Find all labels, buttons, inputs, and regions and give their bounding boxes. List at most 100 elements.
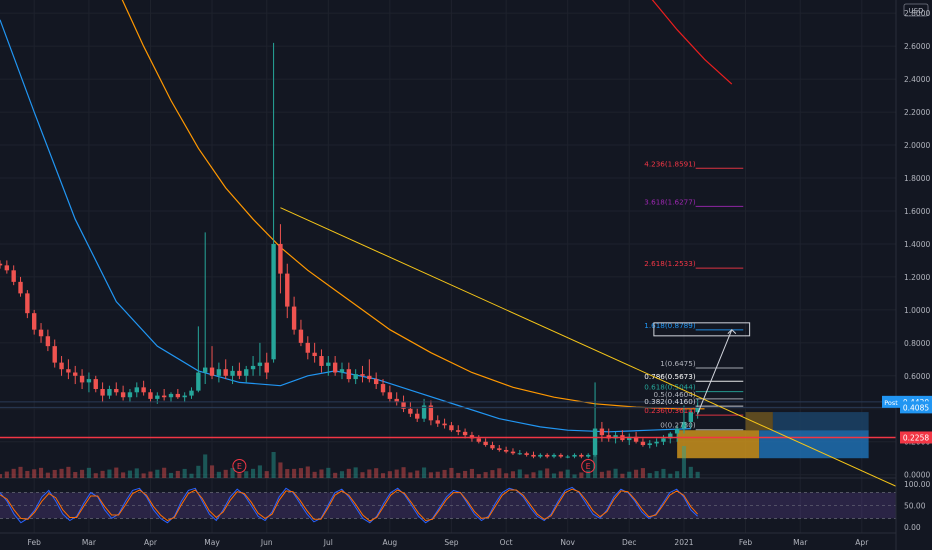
candle-body (586, 454, 591, 457)
candle-body (155, 395, 160, 399)
candle-body (346, 369, 352, 380)
volume-bar (627, 471, 632, 478)
time-tick-label: Jun (260, 538, 273, 547)
moving-average-line (0, 19, 691, 433)
candle-body (148, 392, 153, 399)
candle-body (168, 393, 174, 398)
time-axis[interactable]: Feb Mar Apr May Jun Jul Aug Sep Oct Nov Dec 2021 Feb… (28, 538, 870, 547)
candle-body (572, 454, 577, 457)
volume-bar (100, 470, 105, 478)
volume-bar (93, 473, 98, 478)
candle-body (421, 405, 427, 419)
projection-arrow (697, 329, 733, 414)
candle-body (79, 375, 85, 383)
candle-body (380, 384, 386, 393)
fib-level-label: 3.618(1.6277) (644, 197, 696, 206)
fib-level-label: 2.618(1.2533) (644, 259, 696, 268)
currency-box (903, 3, 929, 17)
horizontal-levels (0, 401, 896, 439)
price-candles (0, 42, 700, 459)
volume-bar (408, 472, 413, 478)
fib-level-label: 0(0.2730) (660, 421, 696, 430)
volume-bar (415, 470, 420, 478)
candle-body (66, 369, 71, 373)
time-tick-label: Apr (855, 538, 869, 547)
rsi-tick-label: 50.00 (904, 502, 926, 511)
candle-body (278, 243, 283, 274)
volume-bar (134, 468, 139, 478)
time-tick-label: Dec (622, 538, 637, 547)
volume-bar (196, 465, 201, 478)
candle-body (462, 431, 468, 436)
candle-body (538, 454, 543, 457)
candle-body (647, 443, 652, 446)
price-tick-label: 1.4000 (904, 240, 930, 249)
candle-body (332, 362, 338, 373)
volume-bar (599, 471, 604, 478)
volume-bar (59, 468, 64, 478)
candle-body (524, 453, 529, 455)
volume-bar (572, 474, 577, 478)
time-tick-label: Mar (793, 538, 808, 547)
volume-bar (579, 472, 584, 478)
candle-body (435, 420, 440, 424)
currency-label: USD (909, 7, 924, 15)
candle-body (312, 352, 317, 357)
volume-bar (73, 472, 78, 478)
candle-body (25, 293, 30, 314)
candle-body (360, 374, 365, 376)
candle-body (401, 402, 406, 409)
price-tick-label: 2.0000 (904, 141, 930, 150)
candle-body (237, 370, 242, 376)
price-tag-label-bg (882, 395, 900, 408)
candle-body (216, 369, 222, 376)
time-tick-label: Nov (560, 538, 575, 547)
volume-bar (654, 471, 659, 478)
fib-level-label: 0.786(0.5673) (644, 372, 696, 381)
candle-body (257, 362, 263, 366)
volume-bar (517, 469, 522, 478)
volume-bar (551, 473, 557, 478)
earnings-label: E (237, 462, 242, 471)
volume-bar (422, 467, 427, 478)
volume-bar (182, 468, 187, 478)
candle-body (45, 336, 51, 347)
candle-body (627, 436, 632, 441)
volume-bar (107, 469, 112, 478)
volume-bar (675, 471, 680, 478)
candle-body (640, 441, 646, 446)
candle-body (510, 451, 516, 454)
volume-bar (634, 469, 639, 478)
volume-bar (353, 467, 358, 478)
volume-bar (216, 471, 221, 478)
volume-bar (52, 469, 57, 478)
candle-body (558, 454, 564, 457)
earnings-label: E (586, 462, 591, 471)
volume-bar (271, 452, 276, 478)
volume-bar (11, 468, 16, 478)
volume-bar (483, 472, 488, 478)
volume-bar (121, 472, 126, 478)
volume-bar (606, 470, 611, 478)
volume-bar (469, 468, 474, 478)
time-tick-label: Oct (500, 538, 513, 547)
candle-body (394, 398, 399, 403)
candle-body (4, 265, 10, 271)
moving-average-line (121, 0, 705, 410)
volume-bar (688, 466, 693, 478)
candle-body (120, 392, 126, 398)
volume-bar (251, 468, 256, 478)
trend-line (280, 207, 897, 487)
volume-bar (230, 468, 235, 478)
fibonacci-extension: 0(0.2730) 0.236(0.3614)0.382(0.4160)0.5(0… (644, 159, 751, 431)
fib-level-label: 1.618(0.8789) (644, 321, 696, 330)
candle-body (18, 281, 23, 294)
volume-bar (148, 471, 153, 478)
candle-body (633, 436, 639, 442)
candle-body (503, 449, 509, 452)
stoch-d-line (0, 488, 698, 522)
time-tick-label: Sep (444, 538, 458, 547)
volume-bar (237, 473, 242, 478)
price-tick-label: 1.8000 (904, 174, 930, 183)
